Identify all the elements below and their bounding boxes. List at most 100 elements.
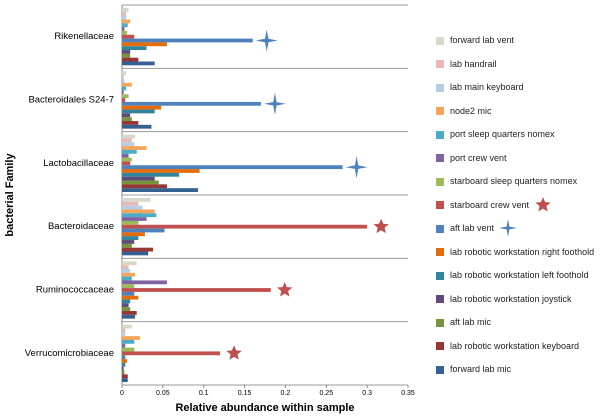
bar: [122, 307, 131, 312]
legend-label: lab main keyboard: [450, 82, 524, 92]
bar: [122, 142, 135, 147]
bar: [122, 272, 136, 277]
bar: [122, 284, 135, 289]
legend-star-shape: [499, 219, 518, 237]
highlight-star: [277, 282, 293, 297]
bar: [122, 109, 155, 114]
bar: [122, 23, 128, 28]
bar: [122, 247, 154, 252]
bar: [122, 19, 131, 24]
bar: [122, 198, 151, 202]
legend-item: lab main keyboard: [436, 82, 596, 93]
bar: [122, 213, 157, 218]
bar: [122, 78, 125, 83]
bar: [122, 146, 147, 150]
x-tick-label: 0.15: [238, 390, 252, 397]
bar: [122, 280, 167, 285]
category-label: Rikenellaceae: [54, 31, 114, 42]
bar: [122, 240, 135, 244]
highlight-star: [345, 156, 368, 179]
category-label: Ruminococcaceae: [36, 285, 114, 296]
bar: [122, 243, 132, 248]
bar: [122, 288, 271, 292]
bar: [122, 184, 167, 189]
bar: [122, 336, 140, 340]
bar: [122, 236, 139, 241]
bar: [122, 161, 131, 166]
category-label: Verrucomicrobiaceae: [25, 348, 114, 359]
bar: [122, 265, 129, 269]
bar: [122, 220, 139, 225]
bar: [122, 165, 343, 170]
legend-swatch: [436, 177, 444, 186]
bar: [122, 98, 126, 102]
bar: [122, 261, 137, 266]
bar: [122, 295, 139, 300]
legend-item: starboard sleep quarters nomex: [436, 176, 596, 187]
bar: [122, 205, 143, 210]
bar: [122, 121, 139, 125]
bar: [122, 359, 127, 363]
legend-item: node2 mic: [436, 106, 596, 117]
bar: [122, 138, 132, 143]
highlight-star: [263, 92, 286, 115]
bar: [122, 90, 124, 95]
highlight-star: [226, 345, 242, 360]
legend-item: port sleep quarters nomex: [436, 129, 596, 140]
legend-label: lab robotic workstation joystick: [450, 293, 572, 304]
bar: [122, 34, 135, 39]
bar: [122, 370, 125, 375]
legend-swatch: [436, 154, 444, 162]
bar: [122, 355, 126, 360]
category-label: Bacteroidales S24-7: [28, 95, 114, 106]
bar: [122, 180, 159, 185]
bar: [122, 27, 125, 31]
bar: [122, 50, 131, 54]
bar: [122, 113, 131, 118]
legend-swatch: [436, 60, 444, 68]
bar: [122, 38, 253, 43]
bar: [122, 172, 180, 177]
bar: [122, 46, 147, 51]
legend-item: lab robotic workstation right foothold: [436, 247, 596, 258]
legend-swatch: [436, 295, 444, 303]
x-tick-label: 0.3: [362, 390, 372, 397]
x-tick-label: 0.25: [319, 390, 333, 397]
bar: [122, 105, 162, 110]
legend-label: starboard sleep quarters nomex: [450, 176, 578, 186]
bar: [122, 134, 136, 139]
bar: [122, 8, 129, 12]
bar: [122, 328, 126, 333]
bar: [122, 217, 147, 221]
legend-star-shape: [535, 196, 551, 211]
bar: [122, 157, 132, 162]
bar: [122, 61, 155, 66]
bar: [122, 86, 127, 91]
category-label: Lactobacillaceae: [43, 158, 114, 169]
legend-swatch: [436, 365, 444, 374]
bar: [122, 176, 155, 181]
bar: [122, 153, 129, 158]
bar: [122, 42, 167, 47]
legend-item: aft lab vent: [436, 219, 596, 237]
bar: [122, 15, 127, 20]
bar: [122, 188, 198, 192]
legend-swatch: [436, 318, 444, 327]
legend-label: node2 mic: [450, 105, 492, 116]
bar: [122, 117, 132, 122]
bar: [122, 378, 128, 382]
legend-item: lab robotic workstation keyboard: [436, 341, 596, 352]
bar: [122, 366, 124, 371]
bar: [122, 201, 139, 206]
legend-label: aft lab mic: [450, 317, 492, 327]
legend-label: port crew vent: [450, 152, 507, 163]
bar: [122, 339, 135, 344]
bar: [122, 276, 132, 281]
bar: [122, 362, 126, 367]
bar: [122, 314, 136, 319]
bar: [122, 311, 137, 315]
legend-label: port sleep quarters nomex: [450, 129, 555, 139]
bar: [122, 71, 127, 76]
legend-label: aft lab vent: [450, 223, 495, 233]
